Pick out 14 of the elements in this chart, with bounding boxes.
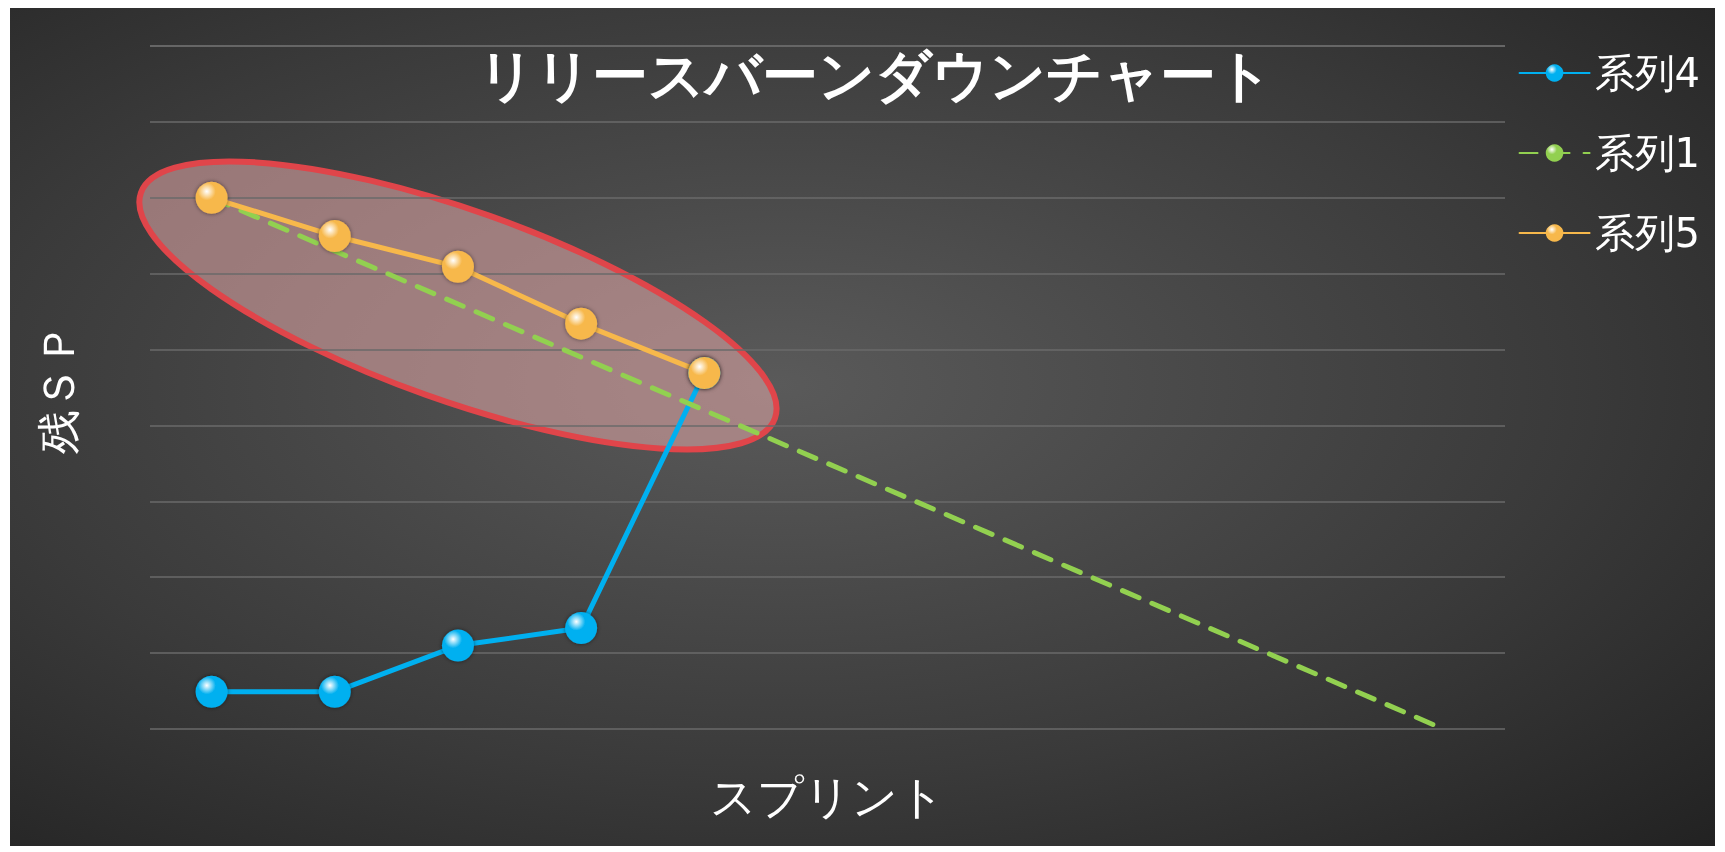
point — [318, 675, 351, 708]
y-axis-title: 残ＳＰ — [32, 321, 84, 454]
point — [565, 307, 598, 340]
chart-title: リリースバーンダウンチャート — [477, 42, 1273, 108]
point — [565, 612, 598, 645]
legend-label: 系列1 — [1594, 130, 1700, 176]
x-axis-title: スプリント — [710, 770, 945, 824]
point — [441, 629, 474, 662]
legend-label: 系列4 — [1594, 50, 1700, 96]
point — [318, 220, 351, 253]
point — [195, 181, 228, 214]
point — [441, 250, 474, 283]
legend-label: 系列5 — [1594, 210, 1700, 256]
point — [195, 675, 228, 708]
